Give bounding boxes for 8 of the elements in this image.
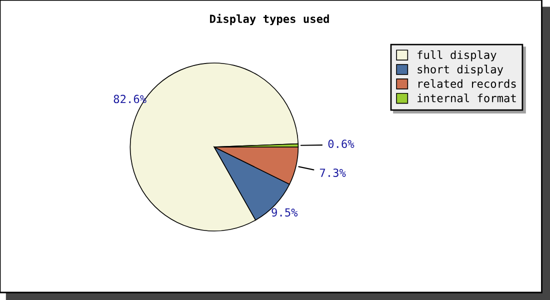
legend-label: related records — [418, 79, 516, 88]
legend-label: full display — [418, 50, 496, 62]
legend-label: short display — [418, 64, 504, 76]
data-label: 7.3% — [320, 168, 346, 177]
data-label: 0.6% — [328, 140, 354, 148]
chart-title: Display types used — [210, 14, 329, 26]
data-label: 9.5% — [272, 208, 298, 217]
legend-label: internal format — [418, 94, 516, 102]
